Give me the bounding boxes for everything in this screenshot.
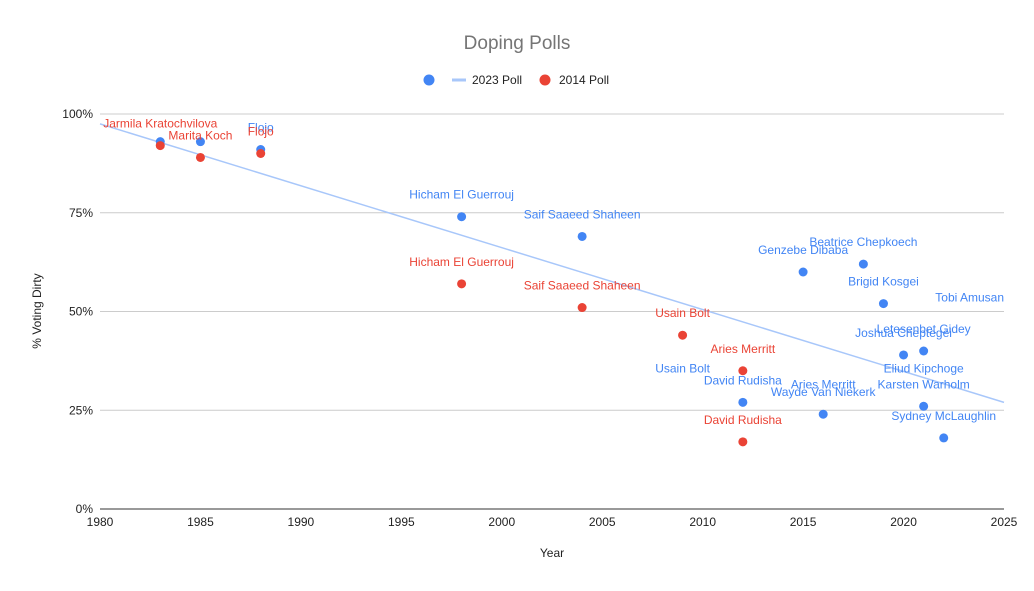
- chart-title: Doping Polls: [464, 33, 571, 54]
- data-label: Saif Saaeed Shaheen: [524, 279, 641, 293]
- data-point: [818, 409, 828, 419]
- data-label: Letesenbet Gidey: [877, 322, 971, 336]
- data-label: Joshua Cheptegei: [855, 326, 952, 340]
- y-tick-label: 75%: [69, 206, 93, 220]
- data-label: Hicham El Guerrouj: [409, 188, 514, 202]
- data-point: [195, 152, 205, 162]
- legend-label-2014: 2014 Poll: [559, 73, 609, 87]
- x-axis-title: Year: [540, 546, 564, 560]
- x-tick-label: 2025: [991, 515, 1018, 529]
- data-label: Saif Saaeed Shaheen: [524, 207, 641, 221]
- data-point: [457, 279, 467, 289]
- x-tick-label: 1980: [87, 515, 114, 529]
- data-label: Hicham El Guerrouj: [409, 255, 514, 269]
- data-point: [678, 330, 688, 340]
- data-label: Tobi Amusan: [935, 291, 1004, 305]
- x-tick-label: 1985: [187, 515, 214, 529]
- data-label: Brigid Kosgei: [848, 275, 919, 289]
- data-point: [919, 346, 929, 356]
- legend-dot-red: [539, 74, 551, 86]
- data-point: [195, 137, 205, 147]
- data-labels: Flojo Hicham El Guerrouj Saif Saaeed Shahe…: [103, 117, 1004, 427]
- data-point: [155, 141, 165, 151]
- data-point: [256, 149, 266, 158]
- data-point: [858, 259, 868, 269]
- data-label: Aries Merritt: [711, 342, 776, 356]
- data-label: Genzebe Dibaba: [758, 243, 848, 257]
- data-label: Eliud Kipchoge: [884, 362, 964, 376]
- x-tick-label: 1995: [388, 515, 415, 529]
- data-points: [155, 137, 949, 447]
- data-point: [577, 303, 587, 313]
- data-point: [738, 437, 748, 447]
- legend-dot-blue: [423, 74, 435, 86]
- data-label: Jarmila Kratochvilova: [103, 117, 217, 131]
- x-tick-label: 2020: [890, 515, 917, 529]
- x-tick-label: 2010: [689, 515, 716, 529]
- data-label: Sydney McLaughlin: [891, 409, 996, 423]
- gridlines: [100, 113, 1004, 411]
- y-tick-label: 100%: [62, 107, 93, 121]
- y-tick-label: 50%: [69, 305, 93, 319]
- data-point: [899, 350, 909, 360]
- data-label: Flojo: [248, 125, 274, 139]
- data-label: Karsten Warholm: [878, 377, 970, 391]
- data-point: [457, 212, 467, 222]
- y-axis-title: % Voting Dirty: [30, 273, 44, 348]
- data-point: [919, 401, 929, 411]
- data-label: Wayde Van Niekerk: [771, 385, 877, 399]
- x-tick-label: 2000: [488, 515, 515, 529]
- data-point: [939, 433, 949, 443]
- data-point: [738, 366, 748, 376]
- legend: 2023 Poll 2014 Poll: [423, 73, 609, 87]
- x-tick-label: 2015: [790, 515, 817, 529]
- trendline-layer: [99, 123, 1005, 404]
- data-point: [878, 299, 888, 309]
- y-tick-label: 25%: [69, 403, 93, 417]
- data-point: [577, 231, 587, 241]
- data-label: Beatrice Chepkoech: [809, 235, 917, 249]
- data-label: David Rudisha: [704, 373, 782, 387]
- data-label: Usain Bolt: [655, 306, 710, 320]
- x-tick-label: 1990: [288, 515, 315, 529]
- trendline: [99, 123, 1005, 404]
- data-label: Aries Merritt: [791, 378, 856, 392]
- data-label: David Rudisha: [704, 413, 782, 427]
- data-label: Flojo: [248, 121, 274, 135]
- data-point: [798, 267, 808, 277]
- axes: 0% 25% 50% 75% 100% 1980 1985 1990 1995 2000 2005 2…: [62, 107, 1017, 529]
- legend-label-2023: 2023 Poll: [472, 73, 522, 87]
- data-point: [738, 397, 748, 407]
- data-label: Marita Koch: [168, 128, 232, 142]
- y-tick-label: 0%: [76, 502, 94, 516]
- data-label: Usain Bolt: [655, 362, 710, 376]
- x-tick-label: 2005: [589, 515, 616, 529]
